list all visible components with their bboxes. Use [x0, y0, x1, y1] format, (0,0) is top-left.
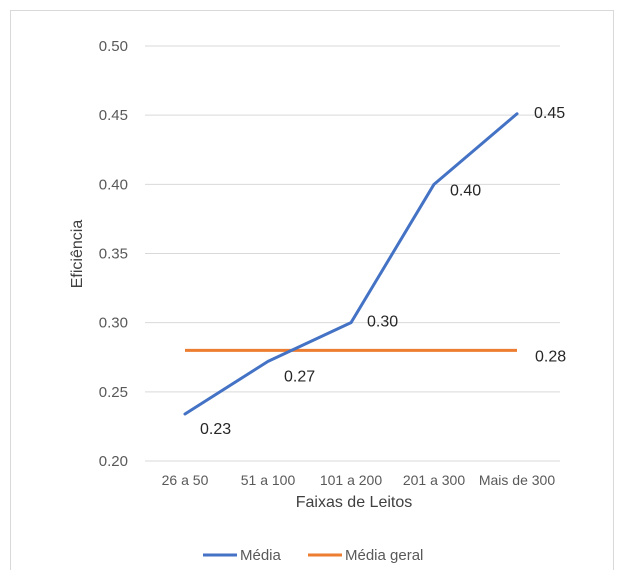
data-label-media: 0.45: [534, 105, 565, 122]
x-tick-label: 51 a 100: [241, 472, 296, 488]
y-tick-label: 0.50: [99, 38, 128, 55]
x-tick-label: 26 a 50: [162, 472, 209, 488]
x-tick-label: Mais de 300: [479, 472, 555, 488]
x-axis-title: Faixas de Leitos: [296, 494, 413, 511]
x-tick-label: 201 a 300: [403, 472, 465, 488]
data-labels: 0.23 0.27 0.30 0.40 0.45 0.28: [200, 105, 566, 438]
x-axis-ticks: 26 a 50 51 a 100 101 a 200 201 a 300 Mais de…: [162, 472, 556, 488]
series-lines: [183, 112, 519, 416]
data-label-media: 0.30: [367, 314, 398, 331]
y-axis-title: Eficiência: [69, 220, 86, 289]
y-tick-label: 0.40: [99, 176, 128, 193]
series-line-media: [183, 112, 519, 416]
y-tick-label: 0.20: [99, 453, 128, 470]
x-tick-label: 101 a 200: [320, 472, 382, 488]
data-label-media-geral: 0.28: [535, 348, 566, 365]
legend-label-media: Média: [240, 547, 282, 564]
data-label-media: 0.27: [284, 368, 315, 385]
data-label-media: 0.23: [200, 421, 231, 438]
y-tick-label: 0.45: [99, 107, 128, 124]
y-axis-ticks: 0.20 0.25 0.30 0.35 0.40 0.45 0.50: [99, 38, 128, 470]
chart-frame: [10, 10, 614, 570]
gridlines: [145, 45, 560, 462]
data-label-media: 0.40: [450, 182, 481, 199]
legend-label-media-geral: Média geral: [345, 547, 423, 564]
legend: Média Média geral: [203, 547, 423, 564]
y-tick-label: 0.25: [99, 384, 128, 401]
y-tick-label: 0.35: [99, 246, 128, 263]
y-tick-label: 0.30: [99, 315, 128, 332]
